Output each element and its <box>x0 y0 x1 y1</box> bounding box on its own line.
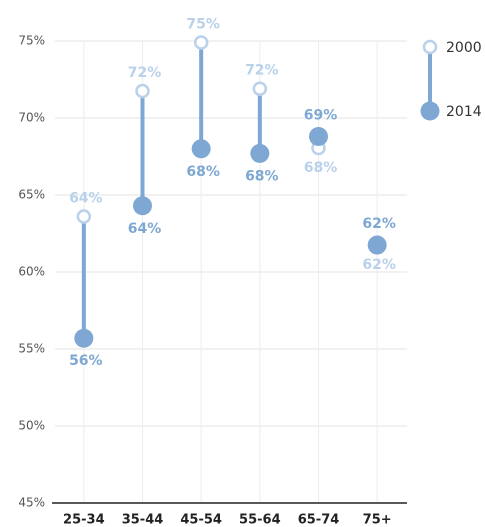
x-tick-label: 65-74 <box>298 513 340 527</box>
value-label-2000: 62% <box>362 257 396 273</box>
value-label-2000: 72% <box>245 63 279 79</box>
value-label-2014: 69% <box>304 107 338 123</box>
y-tick-label: 70% <box>18 111 45 125</box>
y-tick-label: 65% <box>18 188 45 202</box>
x-tick-label: 35-44 <box>122 513 164 527</box>
value-label-2014: 56% <box>69 353 103 369</box>
legend-symbol-2014 <box>420 101 440 121</box>
point-2014 <box>74 328 94 348</box>
point-2014 <box>309 126 328 146</box>
point-2000 <box>252 81 268 96</box>
point-2014 <box>191 139 211 159</box>
point-2014 <box>367 235 387 255</box>
value-label-2000: 64% <box>69 191 103 207</box>
y-tick-label: 60% <box>18 265 45 279</box>
value-label-2000: 68% <box>304 160 338 176</box>
y-tick-label: 75% <box>18 34 45 48</box>
y-tick-label: 55% <box>18 342 45 356</box>
point-2000 <box>135 83 150 99</box>
point-2014 <box>133 196 152 216</box>
point-2014 <box>250 143 270 163</box>
x-tick-label: 75+ <box>363 513 392 527</box>
x-tick-label: 45-54 <box>180 513 222 527</box>
value-label-2014: 64% <box>128 221 162 237</box>
legend-symbol-2000 <box>422 39 438 55</box>
point-2000 <box>76 209 92 224</box>
y-tick-label: 45% <box>18 496 45 510</box>
value-label-2014: 68% <box>245 168 279 184</box>
value-label-2000: 72% <box>128 65 162 81</box>
value-label-2014: 62% <box>362 216 396 232</box>
y-tick-label: 50% <box>18 419 45 433</box>
legend-label: 2000 <box>446 40 482 56</box>
x-tick-label: 25-34 <box>63 513 105 527</box>
legend-label: 2014 <box>446 104 482 120</box>
point-2000 <box>193 35 209 50</box>
value-label-2014: 68% <box>186 164 220 180</box>
value-label-2000: 75% <box>186 17 220 33</box>
x-tick-label: 55-64 <box>239 513 281 527</box>
